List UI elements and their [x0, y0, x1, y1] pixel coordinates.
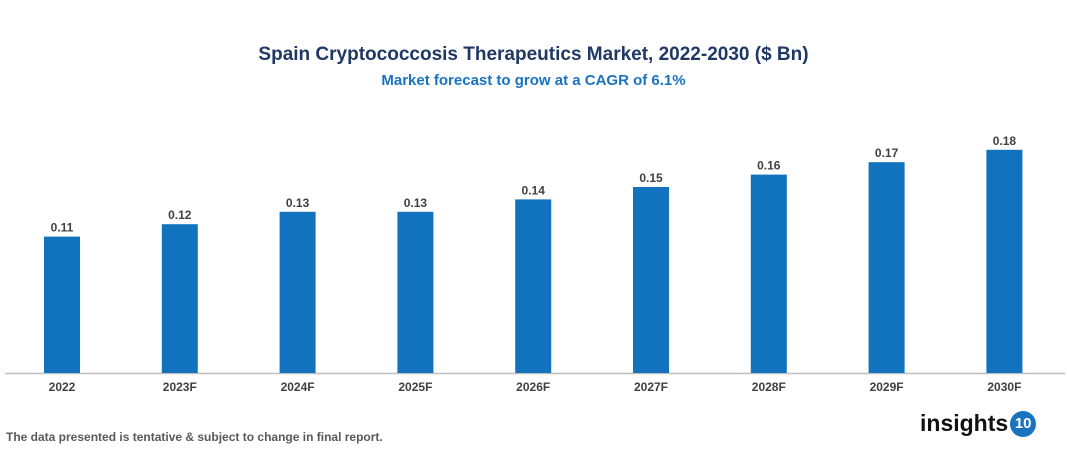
x-tick-label-2027F: 2027F [634, 380, 668, 394]
data-label-2029F: 0.17 [875, 146, 899, 160]
footer-note: The data presented is tentative & subjec… [6, 430, 383, 444]
x-tick-label-2023F: 2023F [163, 380, 197, 394]
x-tick-label-2026F: 2026F [516, 380, 550, 394]
bar-2029F [868, 162, 905, 373]
x-tick-label-2030F: 2030F [987, 380, 1021, 394]
bar-2024F [279, 211, 316, 373]
data-label-2027F: 0.15 [639, 171, 663, 185]
bar-2025F [397, 211, 434, 373]
data-label-2024F: 0.13 [286, 196, 310, 210]
bar-2027F [633, 187, 669, 373]
x-tick-label-2022: 2022 [49, 380, 76, 394]
insights10-logo: insights 10 [920, 410, 1037, 437]
bar-2022 [44, 236, 80, 373]
data-label-2030F: 0.18 [993, 134, 1017, 148]
x-tick-label-2025F: 2025F [398, 380, 432, 394]
bar-2028F [750, 174, 787, 373]
chart-subtitle: Market forecast to grow at a CAGR of 6.1… [381, 72, 686, 89]
bar-2026F [515, 199, 552, 373]
x-tick-label-2029F: 2029F [870, 380, 904, 394]
chart-title: Spain Cryptococcosis Therapeutics Market… [258, 44, 809, 65]
data-label-2023F: 0.12 [168, 208, 192, 222]
logo-badge: 10 [1010, 410, 1037, 437]
x-tick-label-2024F: 2024F [281, 380, 315, 394]
data-label-2025F: 0.13 [404, 196, 428, 210]
bar-2030F [986, 149, 1023, 373]
bar-2023F [161, 224, 198, 373]
data-label-2026F: 0.14 [522, 183, 546, 197]
data-label-2028F: 0.16 [757, 159, 781, 173]
data-label-2022: 0.11 [51, 221, 74, 235]
x-tick-label-2028F: 2028F [752, 380, 786, 394]
logo-text: insights [920, 410, 1009, 436]
